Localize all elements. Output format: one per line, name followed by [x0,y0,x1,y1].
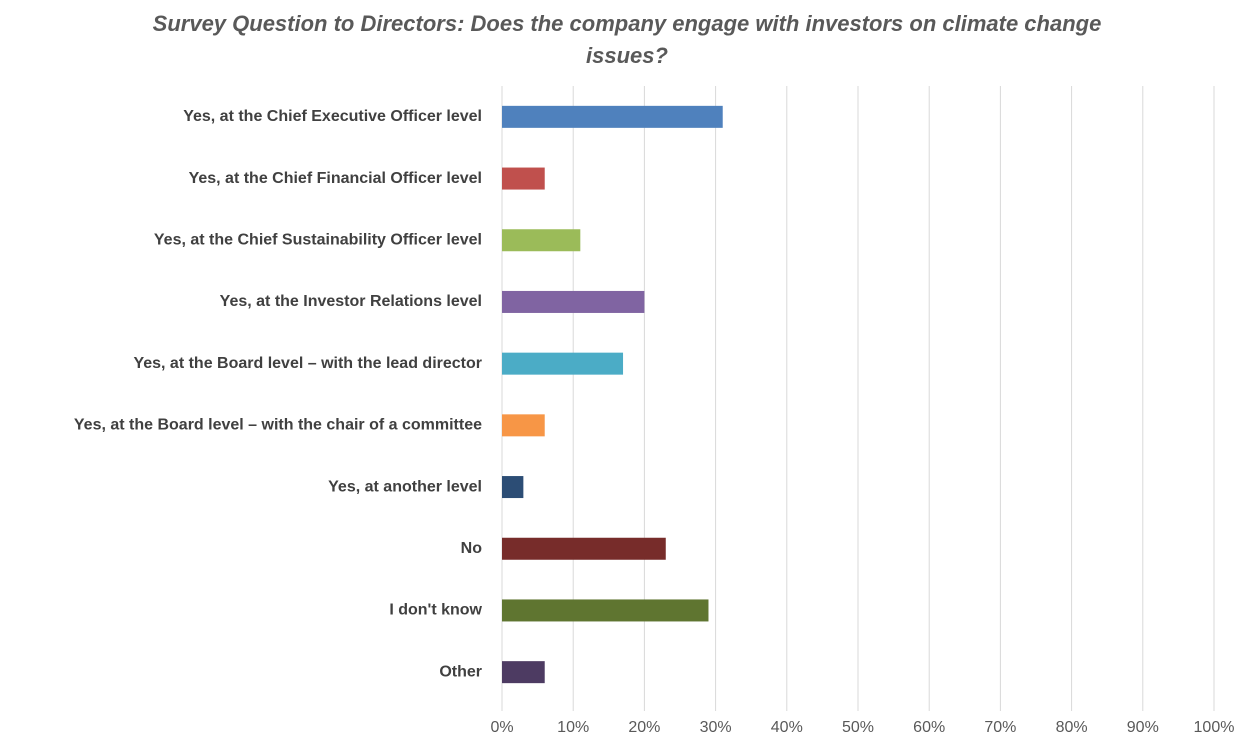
bar [502,661,545,684]
x-tick-label: 70% [984,719,1016,736]
x-tick-label: 100% [1194,719,1235,736]
x-tick-label: 80% [1056,719,1088,736]
x-tick-label: 10% [557,719,589,736]
y-tick-label: Yes, at the Chief Sustainability Officer… [154,231,482,248]
y-tick-label: I don't know [389,602,482,619]
bar [502,537,666,560]
y-tick-label: No [461,540,483,557]
x-tick-label: 0% [490,719,513,736]
bar [502,229,581,252]
bar [502,476,524,499]
bar [502,414,545,437]
x-tick-label: 50% [842,719,874,736]
y-tick-label: Yes, at the Chief Executive Officer leve… [183,108,482,125]
bar [502,167,545,190]
y-tick-label: Yes, at the Investor Relations level [220,293,482,310]
bar [502,352,624,375]
x-tick-label: 90% [1127,719,1159,736]
x-tick-label: 20% [628,719,660,736]
x-tick-label: 40% [771,719,803,736]
y-tick-label: Yes, at another level [328,478,482,495]
chart-title: Survey Question to Directors: Does the c… [152,11,1102,68]
y-tick-label: Yes, at the Chief Financial Officer leve… [189,170,482,187]
y-tick-label: Yes, at the Board level – with the chair… [74,417,482,434]
x-tick-label: 30% [700,719,732,736]
bar [502,105,723,128]
bar [502,290,645,313]
x-tick-label: 60% [913,719,945,736]
y-tick-label: Yes, at the Board level – with the lead … [133,355,482,372]
y-tick-label: Other [439,663,482,680]
bar [502,599,709,622]
